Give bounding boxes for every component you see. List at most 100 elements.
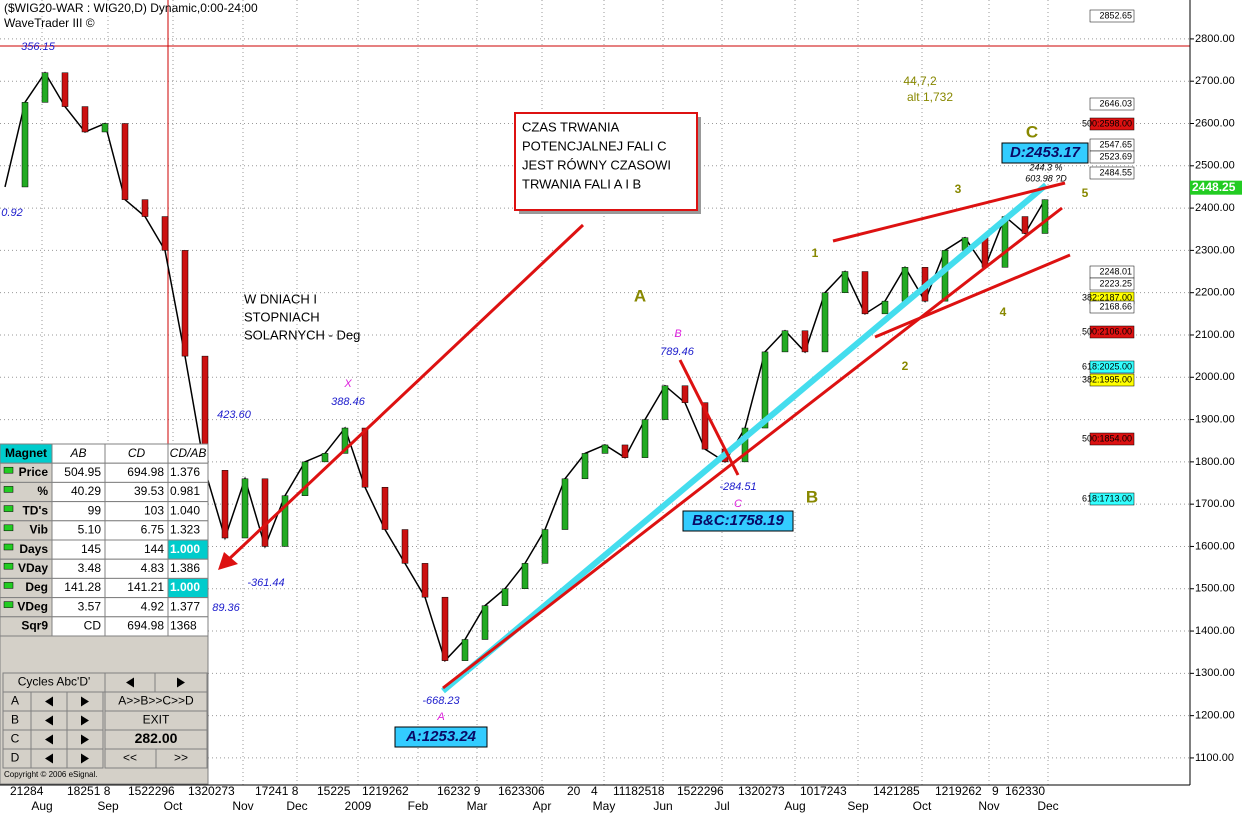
candle <box>61 72 69 107</box>
candle <box>461 639 469 661</box>
boxed-label: B&C:1758.19 <box>692 512 784 529</box>
table-value: 1.386 <box>170 561 200 575</box>
level-label: 2852.65 <box>1099 10 1132 20</box>
x-tick-label: 16232 9 <box>437 784 481 798</box>
candle <box>821 292 829 353</box>
callout-text: CZAS TRWANIA <box>522 119 620 134</box>
level-label: 618:1713.00 <box>1082 493 1132 503</box>
annotation: 2 <box>902 359 909 373</box>
y-tick-label: 1300.00 <box>1195 667 1235 679</box>
candle <box>21 102 29 188</box>
arrow-icon <box>45 715 53 726</box>
x-month-label: Sep <box>847 799 869 813</box>
trend-line <box>441 182 1048 694</box>
x-tick-label: 1219262 <box>362 784 409 798</box>
candle <box>561 478 569 530</box>
candle <box>681 385 689 403</box>
boxed-label: A:1253.24 <box>405 728 477 745</box>
y-tick-label: 2600.00 <box>1195 117 1235 129</box>
level-label: 2223.25 <box>1099 278 1132 288</box>
level-label: 500:2106.00 <box>1082 326 1132 336</box>
table-value: 3.57 <box>78 599 102 613</box>
arrow-icon <box>177 677 185 688</box>
x-tick-label: 17241 8 <box>255 784 299 798</box>
table-value: 0.981 <box>170 484 200 498</box>
level-box <box>1089 150 1135 164</box>
boxed-label-box <box>394 726 488 748</box>
boxed-label-box <box>682 510 794 532</box>
annotation: 0.92 <box>1 207 22 219</box>
table-value: 145 <box>81 542 101 556</box>
level-label: 500:1854.00 <box>1082 433 1132 443</box>
candle <box>581 453 589 480</box>
candle <box>241 478 249 539</box>
callout-box <box>514 112 698 211</box>
level-label: 2523.69 <box>1099 151 1132 161</box>
row-icon <box>3 601 14 608</box>
y-axis-panel <box>1190 0 1242 785</box>
y-tick-label: 2800.00 <box>1195 33 1235 45</box>
candle <box>341 427 349 454</box>
trend-line <box>442 206 1063 690</box>
row-icon <box>3 486 14 493</box>
arrow-icon <box>81 753 89 764</box>
arrow-head <box>218 552 238 570</box>
copyright: Copyright © 2006 eSignal. <box>4 770 98 779</box>
annotation: C <box>1026 122 1038 141</box>
level-box <box>1089 9 1135 23</box>
x-month-label: Sep <box>97 799 119 813</box>
level-box <box>1089 300 1135 314</box>
x-tick-label: 1320273 <box>738 784 785 798</box>
candle <box>661 385 669 420</box>
x-tick-label: 21284 <box>10 784 44 798</box>
table-header: Magnet <box>5 446 47 460</box>
table-value: 99 <box>88 503 102 517</box>
annotation: A <box>634 286 646 305</box>
level-box <box>1089 325 1135 339</box>
y-tick-label: 2300.00 <box>1195 244 1235 256</box>
x-month-label: Mar <box>467 799 488 813</box>
annotation: 4 <box>1000 305 1007 319</box>
candle <box>41 72 49 103</box>
candle <box>701 402 709 450</box>
annotation: alt 1,732 <box>907 90 953 104</box>
button-label: >> <box>174 751 188 765</box>
y-tick-label: 2700.00 <box>1195 75 1235 87</box>
candle <box>301 461 309 496</box>
row-icon <box>3 543 14 551</box>
x-month-label: Feb <box>408 799 429 813</box>
table-value: 1.323 <box>170 523 200 537</box>
arrow-icon <box>81 734 89 745</box>
x-tick-label: 1421285 <box>873 784 920 798</box>
table-header: CD/AB <box>170 446 207 460</box>
candle <box>221 470 229 539</box>
chart-subtitle: WaveTrader III © <box>4 16 95 30</box>
row-icon <box>3 582 14 589</box>
annotation: A <box>436 711 444 723</box>
annotation: 356.15 <box>21 41 56 53</box>
candle <box>621 444 629 458</box>
annotation: 388.46 <box>331 396 366 408</box>
button-label: 282.00 <box>135 730 178 746</box>
candle <box>941 250 949 302</box>
candle <box>101 123 109 133</box>
annotation: B <box>806 487 818 506</box>
x-tick-label: 1623306 <box>498 784 545 798</box>
level-box <box>1089 373 1135 387</box>
candle <box>521 563 529 590</box>
candle <box>261 478 269 547</box>
button[interactable] <box>155 748 208 769</box>
y-tick-label: 2100.00 <box>1195 329 1235 341</box>
x-month-label: Jun <box>653 799 672 813</box>
level-label: 2547.65 <box>1099 139 1132 149</box>
candle <box>121 123 129 200</box>
table-value: 1.040 <box>170 503 200 517</box>
candle <box>841 271 849 293</box>
level-label: 618:2025.00 <box>1082 361 1132 371</box>
table-value: 4.83 <box>141 561 165 575</box>
y-tick-label: 1900.00 <box>1195 413 1235 425</box>
table-value: CD <box>84 619 102 633</box>
table-value: Sqr9 <box>21 619 48 633</box>
boxed-label-box <box>1001 142 1089 164</box>
table-value: 1.000 <box>170 580 200 594</box>
